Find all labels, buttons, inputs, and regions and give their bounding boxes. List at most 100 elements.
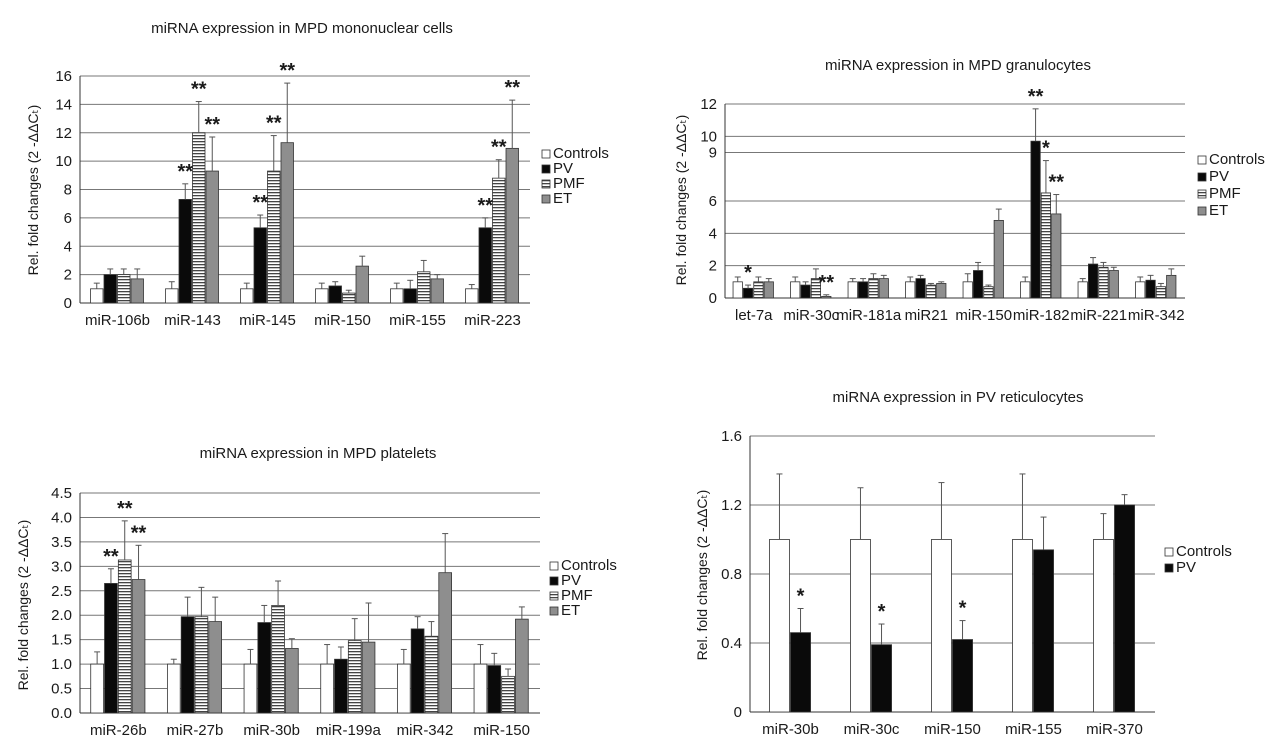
bar-et (361, 641, 376, 714)
bar-et (130, 278, 144, 304)
y-tick-label: 1.6 (721, 428, 742, 445)
bar-pv (915, 278, 926, 299)
x-tick-label: miR-143 (164, 312, 221, 329)
bar-controls (847, 281, 858, 299)
legend-swatch-controls (549, 561, 559, 571)
legend-swatch-controls (541, 149, 551, 159)
significance-marker: ** (1028, 86, 1044, 108)
x-tick-label: miR-155 (1005, 721, 1062, 738)
legend-label: PMF (553, 175, 585, 192)
legend-label: Controls (561, 557, 617, 574)
y-tick-label: 4 (64, 238, 72, 255)
bar-pmf (271, 605, 285, 714)
bar-et (1108, 270, 1119, 299)
bar-controls (90, 663, 104, 714)
chart-title: miRNA expression in MPD mononuclear cell… (151, 20, 453, 37)
y-tick-label: 0 (709, 290, 717, 307)
legend-swatch-pmf (1197, 189, 1207, 199)
x-tick-label: miR-150 (955, 307, 1012, 324)
legend-swatch-pmf (541, 179, 551, 189)
significance-marker: ** (504, 77, 520, 99)
bar-pv (253, 227, 267, 304)
bar-controls (240, 288, 254, 304)
bar-pv (178, 199, 192, 304)
bar-pmf (117, 559, 132, 714)
legend-label: PV (561, 572, 581, 589)
bar-controls (166, 663, 181, 714)
bar-et (1166, 274, 1177, 299)
significance-marker: ** (818, 272, 834, 294)
y-tick-label: 12 (700, 96, 717, 113)
significance-marker: ** (103, 546, 119, 568)
bar-pv (1145, 279, 1156, 299)
bar-controls (962, 281, 973, 299)
significance-marker: * (878, 601, 886, 623)
bar-pv (952, 639, 973, 713)
y-axis-label: Rel. fold changes (2 -ΔΔCₜ) (25, 105, 41, 276)
legend-label: PV (1176, 559, 1196, 576)
x-tick-label: miR-27b (167, 722, 224, 739)
bar-et (280, 142, 294, 304)
chart-title: miRNA expression in PV reticulocytes (833, 389, 1084, 406)
bar-et (1051, 213, 1062, 299)
bar-et (430, 278, 444, 304)
bar-pmf (192, 132, 206, 304)
bar-controls (931, 539, 952, 713)
significance-marker: ** (117, 498, 133, 520)
y-tick-label: 0.8 (721, 566, 742, 583)
y-tick-label: 3.0 (51, 558, 72, 575)
significance-marker: ** (491, 137, 507, 159)
legend-label: PMF (561, 587, 593, 604)
y-tick-label: 0 (734, 704, 742, 721)
chart-reticulocytes: miRNA expression in PV reticulocytes Rel… (694, 389, 1232, 738)
bar-pmf (1155, 286, 1167, 299)
chart-platelets: miRNA expression in MPD platelets Rel. f… (15, 445, 617, 739)
bar-controls (165, 288, 179, 304)
bar-pv (743, 287, 754, 299)
bar-pv (104, 583, 118, 714)
significance-marker: * (1042, 138, 1050, 160)
chart-title: miRNA expression in MPD platelets (200, 445, 437, 462)
y-tick-label: 10 (55, 153, 72, 170)
x-tick-label: miR-150 (314, 312, 371, 329)
bar-controls (769, 539, 790, 713)
bar-et (438, 572, 452, 714)
legend-label: Controls (553, 145, 609, 162)
bar-pmf (868, 278, 879, 299)
y-axis-label: Rel. fold changes (2 -ΔΔCₜ) (694, 490, 710, 661)
legend-swatch-pv (1197, 172, 1207, 182)
bar-pmf (501, 675, 515, 714)
y-tick-label: 9 (709, 145, 717, 162)
bar-pmf (342, 292, 356, 304)
y-tick-label: 4.5 (51, 485, 72, 502)
plot-area-mononuclear: 0 2 4 6 8 10 12 14 16 miR-106b miR-143 miR-145 miR-1… (55, 60, 609, 329)
x-tick-label: miR21 (905, 307, 948, 324)
y-tick-label: 14 (55, 96, 72, 113)
bar-et (131, 579, 146, 714)
bar-controls (1012, 539, 1033, 713)
x-tick-label: miR-30c (844, 721, 900, 738)
bar-pv (257, 622, 272, 714)
bar-controls (390, 288, 404, 304)
x-tick-label: miR-155 (389, 312, 446, 329)
bar-controls (1093, 539, 1114, 713)
bar-pmf (424, 635, 439, 714)
bar-pmf (117, 274, 131, 304)
bar-pv (328, 285, 342, 304)
bar-pmf (753, 281, 764, 299)
x-tick-label: miR-106b (85, 312, 150, 329)
legend-label: ET (1209, 202, 1228, 219)
bar-controls (1077, 281, 1088, 299)
bar-pmf (925, 284, 937, 299)
bar-controls (396, 663, 411, 714)
legend-swatch-pv (1164, 563, 1174, 573)
bar-pv (478, 227, 492, 304)
bar-pv (973, 270, 984, 299)
bar-pmf (983, 286, 994, 299)
bar-controls (465, 288, 479, 304)
significance-marker: * (744, 262, 752, 284)
significance-marker: ** (131, 522, 147, 544)
bar-pv (1088, 263, 1099, 299)
bar-et (936, 283, 947, 299)
